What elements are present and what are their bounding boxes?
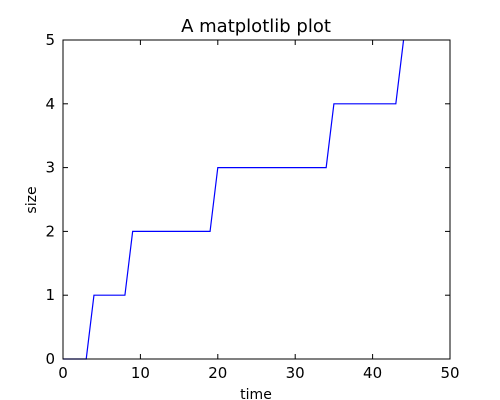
x-tick-label: 0 [58,364,68,382]
y-axis-label: size [24,186,40,213]
plot-area: 0 10 20 30 40 50 0 1 2 3 4 5 [45,31,459,382]
x-tick-label: 30 [286,364,305,382]
x-axis-label: time [240,387,272,400]
y-tick-label: 5 [45,31,55,49]
chart-title: A matplotlib plot [181,16,331,37]
x-tick-label: 40 [363,364,382,382]
y-tick-label: 3 [45,159,55,177]
x-tick-label: 20 [208,364,227,382]
series-line-0 [63,39,405,360]
y-tick-label: 1 [45,286,55,304]
plot-frame [62,39,451,360]
y-tick-label: 2 [45,222,55,240]
y-tick-label: 0 [45,350,55,368]
y-tick-label: 4 [45,95,55,113]
x-tick-label: 10 [131,364,150,382]
x-tick-label: 50 [440,364,459,382]
